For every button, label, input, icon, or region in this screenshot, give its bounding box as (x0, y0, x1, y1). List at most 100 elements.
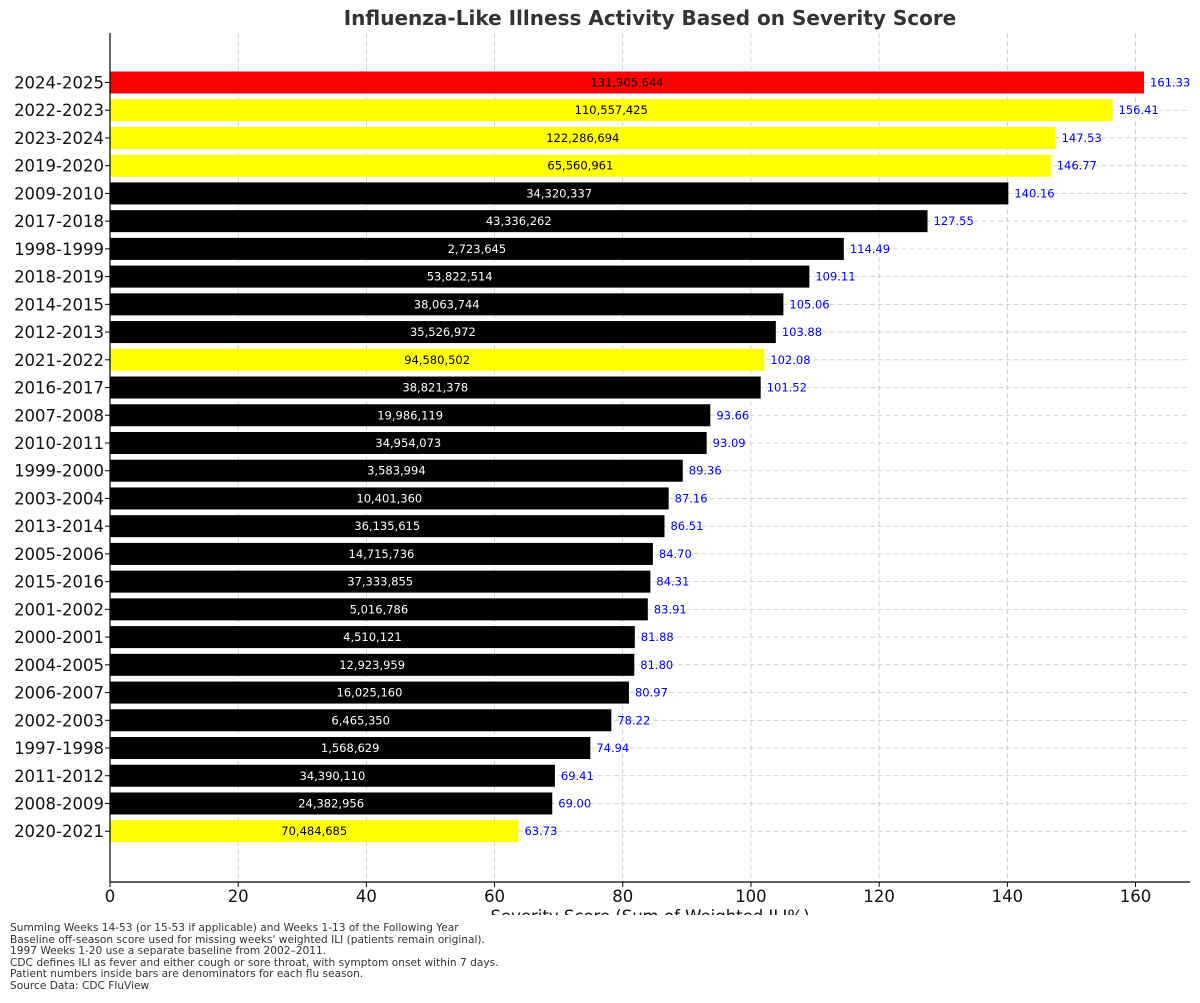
patient-count-label: 19,986,119 (377, 408, 443, 422)
patient-count-label: 3,583,994 (367, 464, 426, 478)
patient-count-label: 16,025,160 (337, 686, 403, 700)
severity-score-label: 78.22 (617, 713, 650, 727)
bar (110, 570, 651, 593)
patient-count-label: 14,715,736 (349, 547, 415, 561)
patient-count-label: 43,336,262 (486, 214, 552, 228)
patient-count-label: 38,821,378 (402, 381, 468, 395)
severity-score-label: 102.08 (770, 353, 810, 367)
patient-count-label: 5,016,786 (350, 602, 409, 616)
bar (110, 487, 669, 510)
patient-count-label: 35,526,972 (410, 325, 476, 339)
bar (110, 515, 665, 538)
x-tick-label: 140 (992, 887, 1024, 906)
bar (110, 542, 653, 565)
bar (110, 598, 648, 621)
y-tick-label: 2009-2010 (14, 184, 104, 203)
severity-score-label: 81.80 (640, 658, 673, 672)
patient-count-label: 70,484,685 (281, 824, 347, 838)
y-tick-label: 1998-1999 (14, 240, 104, 259)
x-tick-label: 160 (1120, 887, 1152, 906)
severity-score-label: 69.00 (558, 796, 591, 810)
footnote-line: CDC defines ILI as fever and either coug… (10, 956, 499, 969)
bar (110, 321, 776, 344)
x-tick-label: 0 (105, 887, 116, 906)
patient-count-label: 4,510,121 (343, 630, 402, 644)
patient-count-label: 24,382,956 (298, 796, 364, 810)
footnotes: Summing Weeks 14-53 (or 15-53 if applica… (10, 922, 499, 993)
severity-score-label: 93.66 (716, 408, 749, 422)
footnote-line: Summing Weeks 14-53 (or 15-53 if applica… (10, 922, 459, 934)
patient-count-label: 37,333,855 (347, 575, 413, 589)
patient-count-label: 65,560,961 (547, 159, 613, 173)
x-tick-label: 20 (228, 887, 249, 906)
x-tick-label: 40 (356, 887, 377, 906)
y-tick-label: 2020-2021 (14, 822, 104, 841)
bar (110, 820, 519, 843)
patient-count-label: 110,557,425 (575, 103, 648, 117)
x-axis-label: Severity Score (Sum of Weighted ILI%) (490, 907, 809, 915)
x-tick-label: 120 (863, 887, 895, 906)
y-tick-label: 2018-2019 (14, 268, 104, 287)
y-tick-label: 1997-1998 (14, 739, 104, 758)
severity-bar-chart: Influenza-Like Illness Activity Based on… (14, 6, 1190, 915)
patient-count-label: 36,135,615 (354, 519, 420, 533)
y-tick-label: 2000-2001 (14, 628, 104, 647)
severity-score-label: 109.11 (815, 270, 855, 284)
patient-count-label: 10,401,360 (356, 491, 422, 505)
severity-score-label: 80.97 (635, 686, 668, 700)
y-tick-label: 2006-2007 (14, 684, 104, 703)
bar (110, 459, 683, 482)
patient-count-label: 34,320,337 (526, 186, 592, 200)
bar-labels: 131,905,644 161.33 110,557,425 156.41 122,28… (281, 76, 1190, 839)
patient-count-label: 131,905,644 (590, 76, 663, 90)
y-tick-label: 2007-2008 (14, 406, 104, 425)
severity-score-label: 84.70 (659, 547, 692, 561)
bar (110, 626, 635, 649)
severity-score-label: 101.52 (767, 381, 807, 395)
patient-count-label: 1,568,629 (321, 741, 380, 755)
bar (110, 71, 1145, 94)
severity-score-label: 114.49 (850, 242, 890, 256)
patient-count-label: 34,390,110 (300, 769, 366, 783)
y-axis-tick-labels: 2024-2025 2022-2023 2023-2024 2019-2020 2009… (14, 74, 110, 841)
footnote-line: Source Data: CDC FluView (10, 979, 150, 992)
footnote-line: 1997 Weeks 1-20 use a separate baseline … (10, 945, 327, 958)
severity-score-label: 127.55 (934, 214, 974, 228)
patient-count-label: 94,580,502 (404, 353, 470, 367)
bar (110, 210, 928, 233)
y-tick-label: 2022-2023 (14, 101, 104, 120)
severity-score-label: 146.77 (1057, 159, 1097, 173)
footnote-line: Patient numbers inside bars are denomina… (10, 968, 364, 981)
bar (110, 237, 844, 260)
severity-score-label: 105.06 (789, 297, 829, 311)
severity-score-label: 147.53 (1062, 131, 1102, 145)
severity-score-label: 86.51 (670, 519, 703, 533)
y-tick-label: 2004-2005 (14, 656, 104, 675)
x-tick-label: 60 (484, 887, 505, 906)
bar (110, 792, 553, 815)
bar (110, 126, 1056, 149)
y-tick-label: 2011-2012 (14, 767, 104, 786)
bar (110, 709, 612, 732)
y-tick-label: 2024-2025 (14, 74, 104, 93)
bar (110, 404, 711, 427)
y-tick-label: 2023-2024 (14, 129, 104, 148)
y-tick-label: 2001-2002 (14, 600, 104, 619)
patient-count-label: 122,286,694 (546, 131, 619, 145)
chart-title: Influenza-Like Illness Activity Based on… (344, 6, 957, 30)
patient-count-label: 6,465,350 (331, 713, 390, 727)
severity-score-label: 161.33 (1150, 76, 1190, 90)
bar (110, 293, 784, 316)
patient-count-label: 53,822,514 (427, 270, 493, 284)
y-tick-label: 2019-2020 (14, 157, 104, 176)
severity-score-label: 81.88 (641, 630, 674, 644)
y-tick-label: 2021-2022 (14, 351, 104, 370)
patient-count-label: 2,723,645 (448, 242, 507, 256)
bar (110, 764, 555, 787)
severity-score-label: 140.16 (1014, 186, 1054, 200)
y-tick-label: 2003-2004 (14, 489, 104, 508)
bar (110, 154, 1051, 177)
y-tick-label: 2010-2011 (14, 434, 104, 453)
y-tick-label: 2012-2013 (14, 323, 104, 342)
y-tick-label: 2002-2003 (14, 711, 104, 730)
